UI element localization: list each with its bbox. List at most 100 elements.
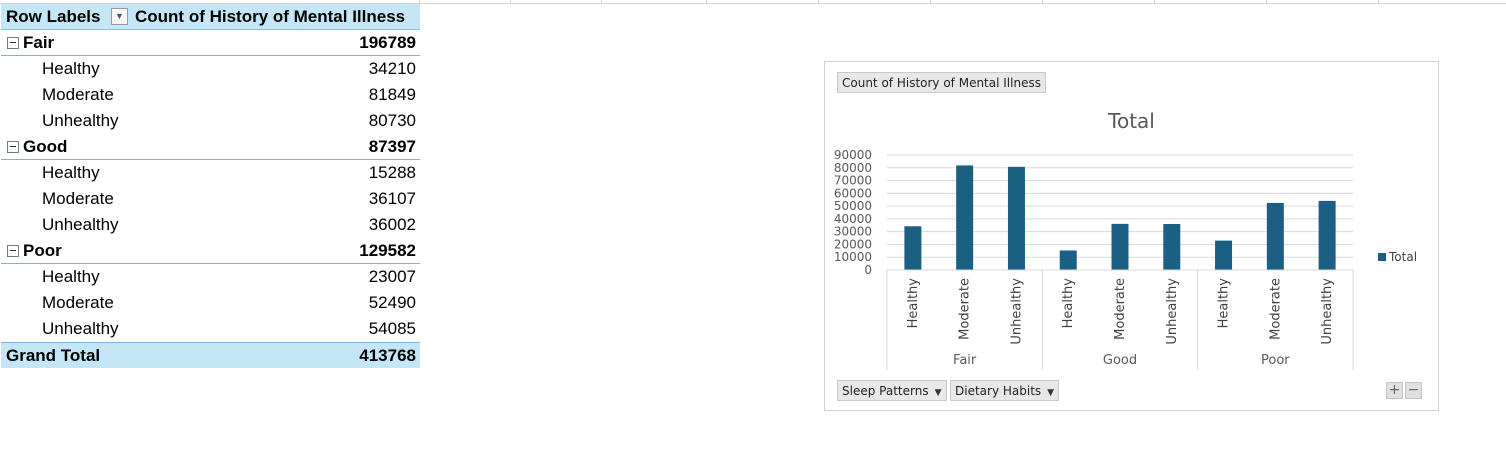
child-label: Moderate bbox=[42, 293, 114, 312]
grid-column-line bbox=[1266, 0, 1267, 3]
x-tick-label: Healthy bbox=[1061, 278, 1076, 329]
y-tick-label: 50000 bbox=[834, 199, 872, 213]
pivot-group-row[interactable]: Poor 129582 bbox=[1, 238, 420, 264]
y-tick-label: 80000 bbox=[834, 161, 872, 175]
x-tick-label: Moderate bbox=[1113, 278, 1128, 340]
bar[interactable] bbox=[1059, 250, 1077, 270]
pivot-child-row[interactable]: Moderate 81849 bbox=[1, 82, 420, 108]
collapse-icon[interactable] bbox=[7, 245, 19, 257]
pivot-header-row: Row Labels ▼ Count of History of Mental … bbox=[1, 4, 420, 30]
value-field-button-label: Count of History of Mental Illness bbox=[842, 76, 1041, 90]
pivot-child-row[interactable]: Moderate 36107 bbox=[1, 186, 420, 212]
grid-column-line bbox=[1378, 0, 1379, 3]
pivot-child-row[interactable]: Healthy 34210 bbox=[1, 56, 420, 82]
collapse-icon[interactable] bbox=[7, 37, 19, 49]
axis-field-button-label: Sleep Patterns bbox=[842, 384, 929, 398]
child-value: 52490 bbox=[368, 293, 416, 312]
legend-swatch bbox=[1378, 253, 1386, 261]
child-value: 36107 bbox=[368, 189, 416, 208]
grid-column-line bbox=[1154, 0, 1155, 3]
grid-column-line bbox=[510, 0, 511, 3]
pivot-child-row[interactable]: Unhealthy 54085 bbox=[1, 316, 420, 342]
grid-column-line bbox=[419, 0, 420, 3]
child-value: 54085 bbox=[368, 319, 416, 338]
group-label: Poor bbox=[23, 241, 62, 260]
group-label: Good bbox=[23, 137, 68, 156]
group-label: Fair bbox=[953, 353, 977, 368]
row-labels-filter-dropdown[interactable]: ▼ bbox=[111, 8, 128, 25]
grand-total-row[interactable]: Grand Total 413768 bbox=[1, 342, 420, 368]
pivot-group-row[interactable]: Fair 196789 bbox=[1, 30, 420, 56]
row-labels-header[interactable]: Row Labels bbox=[6, 7, 101, 26]
child-label: Moderate bbox=[42, 189, 114, 208]
x-tick-label: Unhealthy bbox=[1320, 278, 1335, 345]
child-label: Unhealthy bbox=[42, 215, 119, 234]
bar[interactable] bbox=[1111, 223, 1129, 270]
pivot-child-row[interactable]: Unhealthy 80730 bbox=[1, 108, 420, 134]
grid-column-line bbox=[706, 0, 707, 3]
child-label: Healthy bbox=[42, 267, 100, 286]
child-value: 15288 bbox=[368, 163, 416, 182]
collapse-icon[interactable] bbox=[7, 141, 19, 153]
child-value: 36002 bbox=[368, 215, 416, 234]
dropdown-arrow-icon: ▼ bbox=[1047, 388, 1055, 398]
group-label: Fair bbox=[23, 33, 55, 52]
pivot-chart[interactable]: Count of History of Mental Illness Total… bbox=[824, 61, 1439, 411]
bar[interactable] bbox=[1163, 223, 1181, 270]
chart-legend[interactable]: Total bbox=[1378, 250, 1417, 264]
pivot-table: Row Labels ▼ Count of History of Mental … bbox=[1, 4, 420, 368]
bar[interactable] bbox=[1215, 240, 1233, 270]
pivot-child-row[interactable]: Healthy 15288 bbox=[1, 160, 420, 186]
legend-label: Total bbox=[1389, 250, 1418, 264]
child-value: 34210 bbox=[368, 59, 416, 78]
bar[interactable] bbox=[956, 165, 974, 270]
x-tick-label: Moderate bbox=[958, 278, 973, 340]
y-tick-label: 0 bbox=[864, 263, 872, 277]
chart-plot-area: 0100002000030000400005000060000700008000… bbox=[834, 148, 1354, 370]
group-total: 196789 bbox=[359, 33, 416, 52]
pivot-child-row[interactable]: Healthy 23007 bbox=[1, 264, 420, 290]
x-tick-label: Unhealthy bbox=[1009, 278, 1024, 345]
y-tick-label: 20000 bbox=[834, 237, 872, 251]
y-tick-label: 70000 bbox=[834, 174, 872, 188]
child-value: 80730 bbox=[368, 111, 416, 130]
bar[interactable] bbox=[1266, 202, 1284, 270]
bar[interactable] bbox=[904, 226, 922, 270]
grand-total-value: 413768 bbox=[359, 346, 416, 365]
pivot-child-row[interactable]: Moderate 52490 bbox=[1, 290, 420, 316]
group-total: 87397 bbox=[368, 137, 416, 156]
pivot-group-row[interactable]: Good 87397 bbox=[1, 134, 420, 160]
child-label: Healthy bbox=[42, 59, 100, 78]
y-tick-label: 30000 bbox=[834, 225, 872, 239]
child-value: 23007 bbox=[368, 267, 416, 286]
axis-field-button-sleep-patterns[interactable]: Sleep Patterns ▼ bbox=[837, 380, 947, 401]
y-tick-label: 90000 bbox=[834, 148, 872, 162]
x-tick-label: Healthy bbox=[906, 278, 921, 329]
value-field-button[interactable]: Count of History of Mental Illness bbox=[837, 72, 1046, 93]
bar[interactable] bbox=[1318, 200, 1336, 270]
y-tick-label: 40000 bbox=[834, 212, 872, 226]
x-tick-label: Unhealthy bbox=[1165, 278, 1180, 345]
y-tick-label: 10000 bbox=[834, 250, 872, 264]
dropdown-arrow-icon: ▼ bbox=[934, 388, 942, 398]
child-label: Unhealthy bbox=[42, 111, 119, 130]
child-value: 81849 bbox=[368, 85, 416, 104]
child-label: Unhealthy bbox=[42, 319, 119, 338]
child-label: Healthy bbox=[42, 163, 100, 182]
grid-column-line bbox=[1042, 0, 1043, 3]
chart-title: Total bbox=[1108, 109, 1155, 133]
axis-field-button-label: Dietary Habits bbox=[955, 384, 1042, 398]
grand-total-label: Grand Total bbox=[6, 346, 101, 365]
y-tick-label: 60000 bbox=[834, 186, 872, 200]
child-label: Moderate bbox=[42, 85, 114, 104]
group-label: Poor bbox=[1261, 353, 1290, 368]
axis-field-button-dietary-habits[interactable]: Dietary Habits ▼ bbox=[950, 380, 1060, 401]
group-label: Good bbox=[1103, 353, 1137, 368]
x-tick-label: Healthy bbox=[1217, 278, 1232, 329]
expand-field-button[interactable]: + bbox=[1386, 382, 1403, 399]
sheet-grid-top bbox=[0, 0, 1506, 4]
pivot-child-row[interactable]: Unhealthy 36002 bbox=[1, 212, 420, 238]
group-total: 129582 bbox=[359, 241, 416, 260]
collapse-field-button[interactable]: − bbox=[1405, 382, 1422, 399]
bar[interactable] bbox=[1007, 166, 1025, 270]
